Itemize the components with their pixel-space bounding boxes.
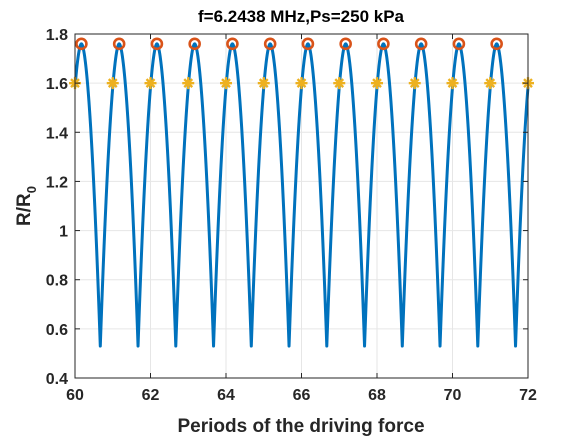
maximum-marker [339,37,352,51]
maximum-marker [301,37,315,51]
period-sample-marker [257,77,270,90]
maximum-marker [490,37,503,51]
maximum-marker [226,37,239,51]
maximum-marker [263,37,277,51]
y-tick-label: 1.2 [46,174,68,191]
period-sample-marker [446,77,459,90]
x-tick-label: 60 [66,387,84,404]
maximum-marker [75,37,88,51]
y-axis-label: R/R0 [14,186,39,226]
period-sample-marker [295,77,308,90]
y-tick-label: 1.8 [46,27,68,44]
y-tick-label: 1.4 [46,125,68,142]
x-tick-label: 72 [519,387,537,404]
maximum-marker [112,37,126,51]
period-sample-marker [484,77,497,90]
period-sample-marker [106,77,119,90]
y-axis-label-sub: 0 [24,186,39,193]
period-sample-marker [371,77,383,90]
maximum-marker [150,37,164,51]
y-axis-label-main: R/R [14,193,35,226]
chart-title: f=6.2438 MHz,Ps=250 kPa [198,7,405,26]
period-sample-marker [408,77,421,90]
tick-layer [74,33,529,379]
label-layer: 60 62 64 66 68 70 72 0.4 0.6 0.8 1 1.2 1.4 1.6 1.8 [46,27,537,404]
maximum-marker [188,37,201,51]
y-tick-label: 0.8 [46,273,68,290]
period-sample-marker [333,77,346,90]
period-sample-marker [182,77,195,90]
maximum-marker [414,37,428,51]
period-sample-marker [220,77,232,90]
x-tick-label: 68 [368,387,386,404]
x-tick-label: 64 [217,387,235,404]
x-axis-label: Periods of the driving force [177,416,424,437]
x-tick-label: 70 [444,387,462,404]
maximum-marker [452,37,466,51]
y-tick-label: 0.4 [46,371,68,388]
maximum-marker [377,37,390,51]
y-tick-label: 1.6 [46,76,68,93]
x-tick-label: 62 [142,387,160,404]
y-tick-label: 1 [59,224,68,241]
x-tick-label: 66 [293,387,311,404]
period-sample-marker [144,77,157,90]
y-tick-label: 0.6 [46,322,68,339]
